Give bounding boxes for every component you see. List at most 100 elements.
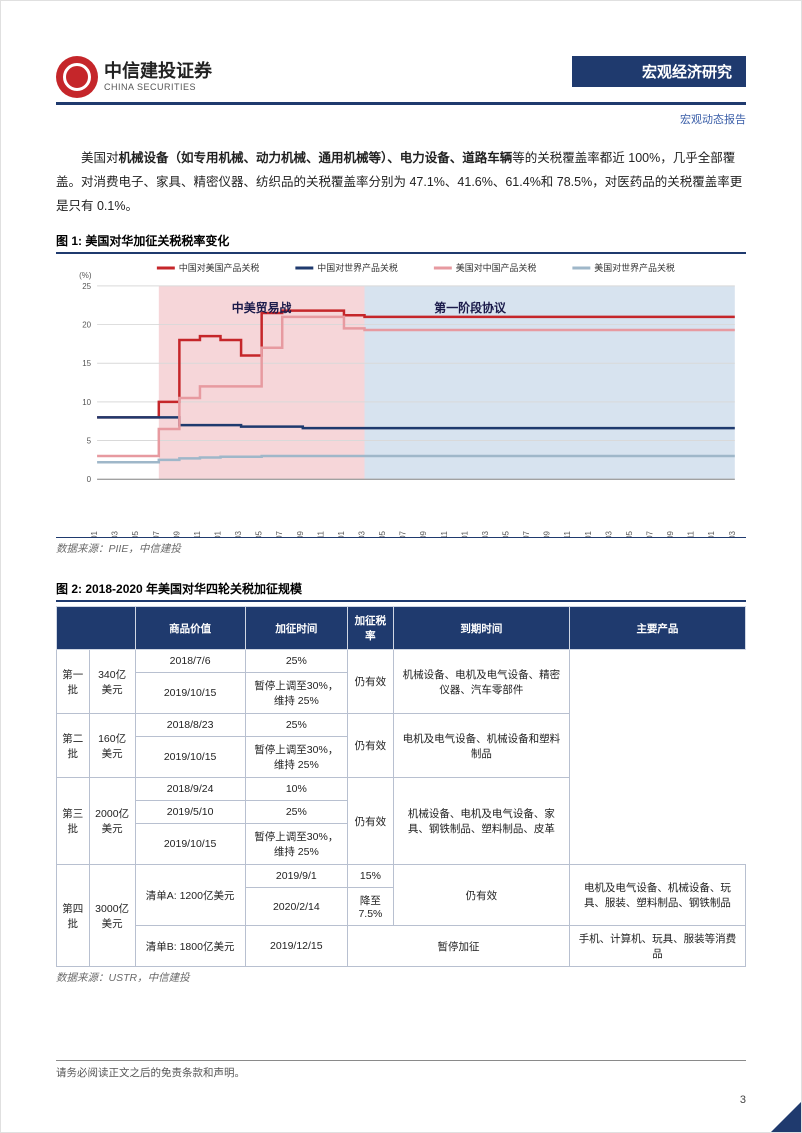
table-cell: 仍有效 <box>348 650 394 714</box>
tariff-table: 商品价值加征时间加征税率到期时间主要产品第一批340亿美元2018/7/625%… <box>56 606 746 967</box>
svg-text:0: 0 <box>87 475 92 484</box>
table-cell: 第四批 <box>57 865 90 967</box>
table-cell: 暂停上调至30%，维持 25% <box>245 673 347 714</box>
svg-text:2021-03: 2021-03 <box>481 531 490 538</box>
svg-text:2022-07: 2022-07 <box>646 531 655 538</box>
th-2: 加征时间 <box>245 607 347 650</box>
table-cell: 340亿美元 <box>89 650 135 714</box>
logo-icon <box>56 56 98 98</box>
svg-text:第一阶段协议: 第一阶段协议 <box>434 300 507 315</box>
svg-text:2019-05: 2019-05 <box>255 531 264 538</box>
svg-text:2018-11: 2018-11 <box>193 531 202 538</box>
svg-text:5: 5 <box>87 437 92 446</box>
table-cell: 第三批 <box>57 778 90 865</box>
table-cell: 仍有效 <box>393 865 569 926</box>
table-cell: 2019/12/15 <box>245 926 347 967</box>
table-cell: 清单B: 1800亿美元 <box>135 926 245 967</box>
table-cell: 暂停上调至30%，维持 25% <box>245 737 347 778</box>
svg-text:2020-03: 2020-03 <box>358 531 367 538</box>
th-4: 到期时间 <box>393 607 569 650</box>
table-cell: 2018/9/24 <box>135 778 245 801</box>
logo-block: 中信建投证券 CHINA SECURITIES <box>56 56 212 98</box>
fig1-title: 图 1: 美国对华加征关税税率变化 <box>56 232 746 254</box>
table-cell: 2000亿美元 <box>89 778 135 865</box>
table-cell: 2019/10/15 <box>135 737 245 778</box>
svg-text:美国对中国产品关税: 美国对中国产品关税 <box>456 262 537 273</box>
svg-text:2018-05: 2018-05 <box>131 531 140 538</box>
table-cell: 25% <box>245 801 347 824</box>
svg-text:2019-01: 2019-01 <box>214 531 223 538</box>
svg-text:2018-09: 2018-09 <box>172 531 181 538</box>
svg-text:2018-07: 2018-07 <box>152 531 161 538</box>
svg-text:2022-11: 2022-11 <box>687 531 696 538</box>
table-cell: 机械设备、电机及电气设备、家具、钢铁制品、塑料制品、皮革 <box>393 778 569 865</box>
svg-text:2020-11: 2020-11 <box>440 531 449 538</box>
table-cell: 暂停上调至30%，维持 25% <box>245 824 347 865</box>
table-cell: 2018/8/23 <box>135 714 245 737</box>
logo-text-en: CHINA SECURITIES <box>104 82 212 92</box>
header-title: 宏观经济研究 <box>572 56 746 87</box>
corner-decoration <box>771 1102 801 1132</box>
svg-text:2023-01: 2023-01 <box>707 531 716 538</box>
table-cell: 清单A: 1200亿美元 <box>135 865 245 926</box>
table-cell: 160亿美元 <box>89 714 135 778</box>
table-cell: 电机及电气设备、机械设备、玩具、服装、塑料制品、钢铁制品 <box>569 865 745 926</box>
para-prefix: 美国对 <box>81 151 119 165</box>
svg-text:中国对美国产品关税: 中国对美国产品关税 <box>179 262 260 273</box>
fig2-source: 数据来源：USTR，中信建投 <box>56 970 746 985</box>
fig2-title: 图 2: 2018-2020 年美国对华四轮关税加征规模 <box>56 580 746 602</box>
fig1-svg: 0510152025(%)2018-012018-032018-052018-0… <box>56 258 746 537</box>
th-3: 加征税率 <box>348 607 394 650</box>
table-cell: 仍有效 <box>348 778 394 865</box>
fig1-chart: 0510152025(%)2018-012018-032018-052018-0… <box>56 258 746 538</box>
table-cell: 2019/9/1 <box>245 865 347 888</box>
svg-text:2022-01: 2022-01 <box>584 531 593 538</box>
table-cell: 2019/10/15 <box>135 673 245 714</box>
table-cell: 2019/5/10 <box>135 801 245 824</box>
svg-text:2021-05: 2021-05 <box>502 531 511 538</box>
logo-text-cn: 中信建投证券 <box>104 62 212 82</box>
table-cell: 2020/2/14 <box>245 888 347 926</box>
table-cell: 降至 7.5% <box>348 888 394 926</box>
table-cell: 第二批 <box>57 714 90 778</box>
svg-text:2020-07: 2020-07 <box>399 531 408 538</box>
body-paragraph: 美国对机械设备（如专用机械、动力机械、通用机械等）、电力设备、道路车辆等的关税覆… <box>56 147 746 218</box>
svg-text:2019-09: 2019-09 <box>296 531 305 538</box>
svg-text:2022-03: 2022-03 <box>604 531 613 538</box>
table-cell: 第一批 <box>57 650 90 714</box>
th-5: 主要产品 <box>569 607 745 650</box>
svg-text:2021-09: 2021-09 <box>543 531 552 538</box>
svg-text:2021-11: 2021-11 <box>563 531 572 538</box>
svg-text:2020-05: 2020-05 <box>378 531 387 538</box>
svg-text:2019-11: 2019-11 <box>316 531 325 538</box>
table-cell: 3000亿美元 <box>89 865 135 967</box>
table-cell: 25% <box>245 650 347 673</box>
svg-text:2020-01: 2020-01 <box>337 531 346 538</box>
svg-text:中美贸易战: 中美贸易战 <box>232 300 292 315</box>
table-cell: 2018/7/6 <box>135 650 245 673</box>
svg-text:20: 20 <box>82 321 91 330</box>
table-cell: 10% <box>245 778 347 801</box>
svg-text:10: 10 <box>82 398 91 407</box>
svg-text:(%): (%) <box>79 271 92 280</box>
table-cell: 手机、计算机、玩具、服装等消费品 <box>569 926 745 967</box>
table-cell: 暂停加征 <box>348 926 570 967</box>
svg-text:2022-09: 2022-09 <box>666 531 675 538</box>
table-cell: 2019/10/15 <box>135 824 245 865</box>
th-0 <box>57 607 136 650</box>
svg-text:2021-01: 2021-01 <box>460 531 469 538</box>
svg-text:中国对世界产品关税: 中国对世界产品关税 <box>317 262 398 273</box>
svg-text:2020-09: 2020-09 <box>419 531 428 538</box>
subheader: 宏观动态报告 <box>56 111 746 127</box>
svg-text:美国对世界产品关税: 美国对世界产品关税 <box>594 262 675 273</box>
table-cell: 机械设备、电机及电气设备、精密仪器、汽车零部件 <box>393 650 569 714</box>
svg-text:2018-03: 2018-03 <box>111 531 120 538</box>
fig1-source: 数据来源：PIIE，中信建投 <box>56 541 746 556</box>
svg-text:15: 15 <box>82 359 91 368</box>
svg-text:2023-03: 2023-03 <box>728 531 737 538</box>
table-cell: 电机及电气设备、机械设备和塑料制品 <box>393 714 569 778</box>
svg-text:2022-05: 2022-05 <box>625 531 634 538</box>
footer-disclaimer: 请务必阅读正文之后的免责条款和声明。 <box>56 1060 746 1080</box>
svg-text:2021-07: 2021-07 <box>522 531 531 538</box>
para-bold: 机械设备（如专用机械、动力机械、通用机械等）、电力设备、道路车辆 <box>119 151 513 165</box>
